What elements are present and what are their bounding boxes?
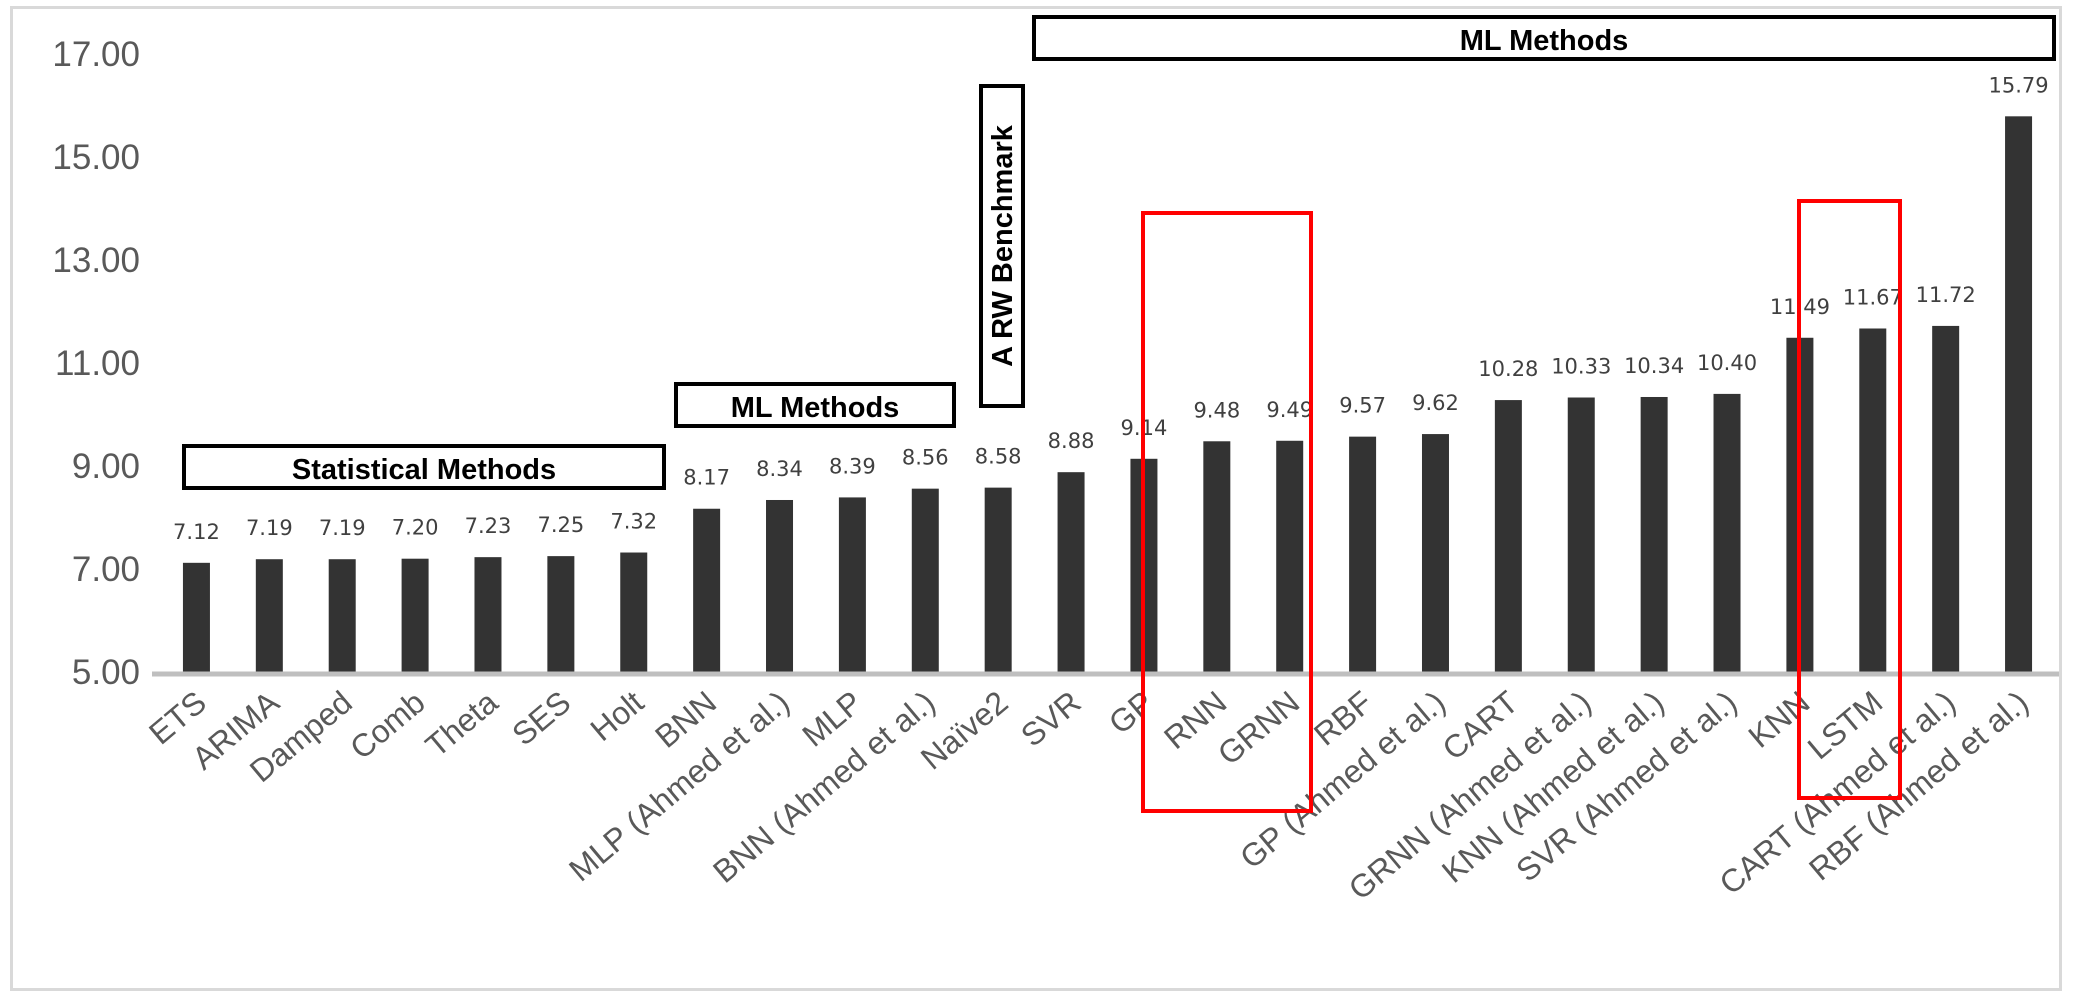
bar-lstm xyxy=(1859,328,1887,672)
value-label: 7.23 xyxy=(465,514,512,538)
value-label: 7.32 xyxy=(610,510,657,534)
highlight-box-rnn-grnn xyxy=(1141,211,1313,813)
value-label: 8.56 xyxy=(902,446,949,470)
value-label: 10.33 xyxy=(1551,355,1611,379)
value-label: 10.34 xyxy=(1624,354,1684,378)
value-label: 9.48 xyxy=(1193,398,1240,422)
value-label: 8.39 xyxy=(829,454,876,478)
bar-cart-ahmed-et-al xyxy=(1932,325,1960,672)
group-box-rw-benchmark xyxy=(979,84,1025,408)
category-label: GP xyxy=(1102,684,1161,741)
bar-mlp xyxy=(838,497,866,672)
value-label: 7.19 xyxy=(319,516,366,540)
bar-damped xyxy=(328,559,356,672)
value-label: 10.40 xyxy=(1697,351,1757,375)
y-tick-label: 13.00 xyxy=(52,241,140,280)
value-label: 11.72 xyxy=(1916,283,1976,307)
bars xyxy=(182,116,2033,672)
bar-bnn xyxy=(693,508,721,672)
bar-theta xyxy=(474,557,502,672)
y-tick-label: 5.00 xyxy=(72,653,140,692)
value-label: 7.12 xyxy=(173,520,220,544)
value-label: 8.58 xyxy=(975,445,1022,469)
value-label: 8.17 xyxy=(683,466,730,490)
bar-rnn xyxy=(1203,441,1231,672)
value-labels: 7.12 7.19 7.19 7.20 7.23 7.25 7.32 8.17 8.34 8.39… xyxy=(173,73,2049,544)
group-label-ml-methods-left: ML Methods xyxy=(674,382,956,428)
bar-cart xyxy=(1494,400,1522,672)
bar-grnn xyxy=(1276,440,1304,672)
bar-mlp-ahmed-et-al xyxy=(766,499,794,672)
y-tick-label: 15.00 xyxy=(52,138,140,177)
value-label: 10.28 xyxy=(1478,357,1538,381)
bar-holt xyxy=(620,552,648,672)
group-label-text: ML Methods xyxy=(731,392,900,424)
category-label: GRNN xyxy=(1211,684,1306,772)
bar-bnn-ahmed-et-al xyxy=(911,488,939,672)
y-tick-label: 7.00 xyxy=(72,550,140,589)
bar-na-ve2 xyxy=(984,487,1012,672)
bar-ets xyxy=(182,562,210,672)
bar-gp-ahmed-et-al xyxy=(1421,434,1449,672)
category-label: SES xyxy=(505,684,577,753)
bar-knn-ahmed-et-al xyxy=(1640,396,1668,672)
y-tick-label: 11.00 xyxy=(55,344,140,383)
value-label: 9.62 xyxy=(1412,391,1459,415)
bar-comb xyxy=(401,558,429,672)
highlight-box-lstm xyxy=(1797,199,1902,800)
y-tick-label: 17.00 xyxy=(52,35,140,74)
category-label: Holt xyxy=(584,684,651,748)
value-label: 15.79 xyxy=(1988,73,2048,97)
value-label: 9.57 xyxy=(1339,394,1386,418)
bar-rbf-ahmed-et-al xyxy=(2005,116,2033,672)
category-label: SVR xyxy=(1014,684,1088,754)
category-label: Theta xyxy=(419,684,505,764)
value-label: 11.67 xyxy=(1843,285,1903,309)
value-label: 7.20 xyxy=(392,516,439,540)
group-label-ml-methods-right: ML Methods xyxy=(1032,15,2056,61)
bar-grnn-ahmed-et-al xyxy=(1567,397,1595,672)
chart-frame xyxy=(10,6,2062,991)
group-label-rw-benchmark: A RW Benchmark xyxy=(979,84,1025,408)
bar-rbf xyxy=(1349,436,1377,672)
value-label: 8.34 xyxy=(756,457,803,481)
category-label: Comb xyxy=(343,684,432,766)
group-label-statistical-methods: Statistical Methods xyxy=(182,444,666,490)
group-label-text: A RW Benchmark xyxy=(987,124,1019,367)
y-axis-ticks: 5.00 7.00 9.00 11.00 13.00 15.00 17.00 xyxy=(52,35,140,692)
group-label-text: Statistical Methods xyxy=(292,454,556,486)
value-label: 7.25 xyxy=(537,513,584,537)
bar-svr-ahmed-et-al xyxy=(1713,393,1741,672)
group-label-text: ML Methods xyxy=(1460,25,1629,57)
group-box-ml-methods-left xyxy=(674,382,956,428)
group-box-statistical-methods xyxy=(182,444,666,490)
value-label: 7.19 xyxy=(246,516,293,540)
bar-arima xyxy=(255,559,283,672)
group-box-ml-methods-right xyxy=(1032,15,2056,61)
y-tick-label: 9.00 xyxy=(72,447,140,486)
bar-svr xyxy=(1057,472,1085,672)
bar-ses xyxy=(547,556,575,672)
value-label: 8.88 xyxy=(1048,429,1095,453)
value-label: 9.49 xyxy=(1266,398,1313,422)
